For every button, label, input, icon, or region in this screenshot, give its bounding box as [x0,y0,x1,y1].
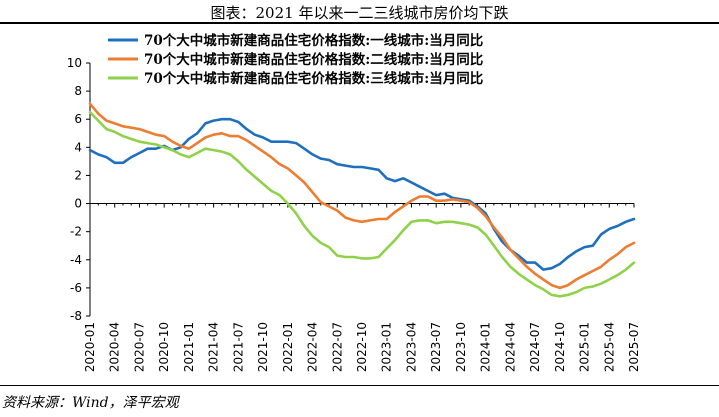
series-line-3 [88,110,636,298]
x-tick-label: 2024-07 [528,322,542,372]
x-tick-label: 2022-04 [306,322,320,372]
x-tick-label: 2025-07 [627,322,641,372]
x-tick-label: 2023-10 [454,322,468,372]
title-rule [0,22,719,24]
x-tick-label: 2025-01 [578,322,592,372]
x-tick-label: 2020-10 [157,322,171,372]
y-tick-label: 2 [74,168,82,182]
series-lines [88,102,636,298]
x-tick-label: 2023-04 [404,322,418,372]
x-tick-label: 2024-04 [503,322,517,372]
y-tick-label: 4 [74,140,82,154]
y-tick-label: 6 [74,112,82,126]
series-line-1 [88,117,636,271]
y-tick-label: 10 [67,56,82,70]
x-tick-label: 2023-01 [380,322,394,372]
x-tick-label: 2020-07 [132,322,146,372]
x-tick-label: 2021-04 [207,322,221,372]
y-tick-label: -8 [70,309,82,323]
legend-label-3: 70个大中城市新建商品住宅价格指数:三线城市:当月同比 [144,70,483,87]
source-rule [0,385,719,386]
x-tick-label: 2022-01 [281,322,295,372]
x-tick-label: 2025-04 [602,322,616,372]
legend: 70个大中城市新建商品住宅价格指数:一线城市:当月同比 70个大中城市新建商品住宅… [108,32,483,87]
y-tick-label: -6 [70,281,82,295]
x-tick-label: 2020-01 [83,322,97,372]
x-tick-label: 2022-10 [355,322,369,372]
x-tick-label: 2020-04 [108,322,122,372]
x-tick-label: 2021-01 [182,322,196,372]
chart-title: 图表：2021 年以来一二三线城市房价均下跌 [210,4,509,22]
source-note: 资料来源：Wind，泽平宏观 [2,395,179,411]
axes: -8 -6 -4 -2 0 2 4 6 8 10 2020-01 2020-04 2020-07 2020… [67,56,641,372]
x-tick-label: 2024-01 [479,322,493,372]
x-tick-label: 2024-10 [553,322,567,372]
legend-label-2: 70个大中城市新建商品住宅价格指数:二线城市:当月同比 [144,51,483,68]
y-tick-label: -4 [70,253,82,267]
x-tick-label: 2021-07 [231,322,245,372]
x-tick-label: 2021-10 [256,322,270,372]
y-tick-label: 0 [74,197,82,211]
x-tick-label: 2022-07 [330,322,344,372]
series-line-2 [88,102,636,290]
x-tick-label: 2023-07 [429,322,443,372]
y-tick-label: -2 [70,225,82,239]
legend-label-1: 70个大中城市新建商品住宅价格指数:一线城市:当月同比 [144,32,483,49]
y-tick-label: 8 [74,84,82,98]
